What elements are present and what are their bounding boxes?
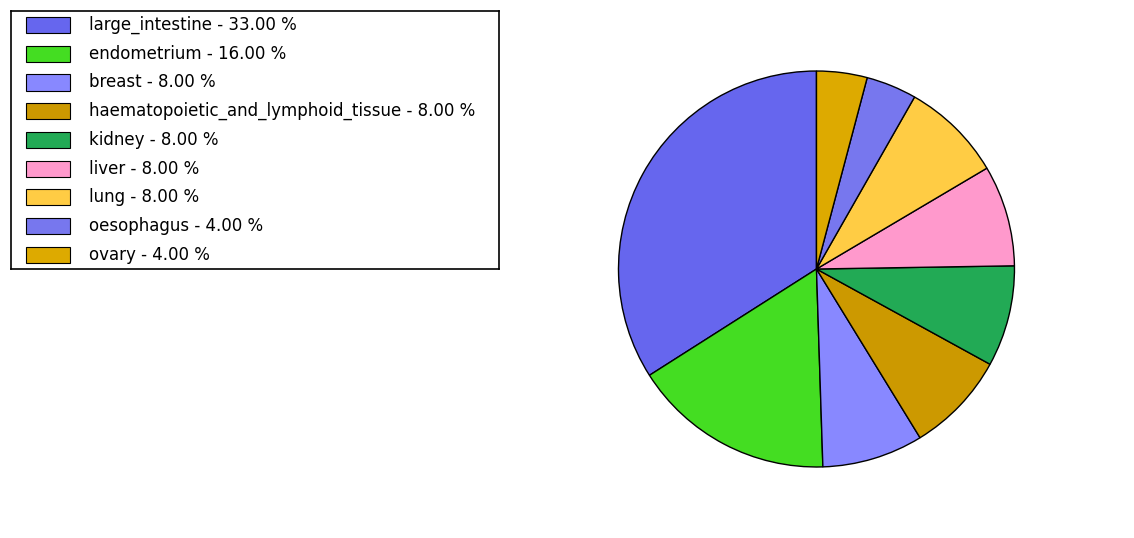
FancyBboxPatch shape [26, 132, 70, 148]
Wedge shape [816, 168, 1015, 269]
FancyBboxPatch shape [26, 218, 70, 234]
Wedge shape [816, 77, 914, 269]
FancyBboxPatch shape [26, 46, 70, 62]
Wedge shape [618, 71, 816, 376]
FancyBboxPatch shape [26, 103, 70, 119]
Text: breast - 8.00 %: breast - 8.00 % [90, 74, 215, 91]
FancyBboxPatch shape [26, 74, 70, 90]
Wedge shape [816, 266, 1015, 364]
Wedge shape [650, 269, 823, 467]
Wedge shape [816, 269, 990, 438]
Text: oesophagus - 4.00 %: oesophagus - 4.00 % [90, 217, 263, 235]
Text: ovary - 4.00 %: ovary - 4.00 % [90, 246, 210, 264]
Text: haematopoietic_and_lymphoid_tissue - 8.00 %: haematopoietic_and_lymphoid_tissue - 8.0… [90, 102, 475, 121]
FancyBboxPatch shape [26, 189, 70, 206]
FancyBboxPatch shape [26, 17, 70, 33]
Text: kidney - 8.00 %: kidney - 8.00 % [90, 131, 219, 149]
Wedge shape [816, 71, 868, 269]
Wedge shape [816, 269, 920, 467]
Text: large_intestine - 33.00 %: large_intestine - 33.00 % [90, 16, 297, 34]
Text: endometrium - 16.00 %: endometrium - 16.00 % [90, 45, 287, 63]
Wedge shape [816, 97, 987, 269]
FancyBboxPatch shape [26, 246, 70, 263]
FancyBboxPatch shape [26, 160, 70, 176]
Text: liver - 8.00 %: liver - 8.00 % [90, 160, 200, 178]
Text: lung - 8.00 %: lung - 8.00 % [90, 188, 200, 206]
